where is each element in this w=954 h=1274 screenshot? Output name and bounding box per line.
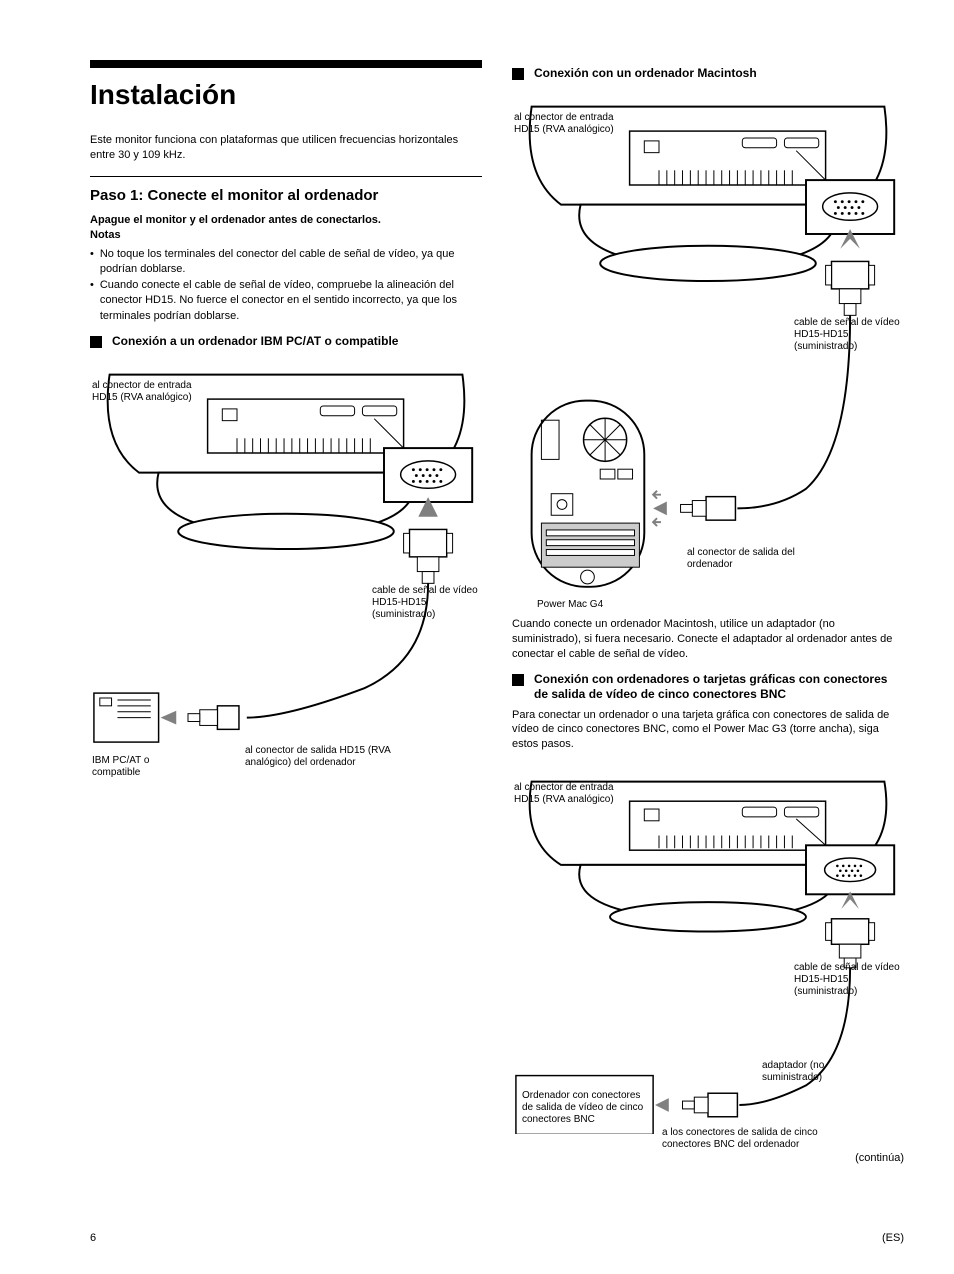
- bullet-icon: •: [90, 247, 94, 278]
- mac-tail-text: Cuando conecte un ordenador Macintosh, u…: [512, 617, 904, 662]
- section-head-mac: Conexión con un ordenador Macintosh: [512, 66, 904, 81]
- thin-rule: [90, 176, 482, 177]
- caption-pc: IBM PC/AT o compatible: [92, 755, 192, 779]
- caption-bot: a los conectores de salida de cinco cone…: [662, 1127, 822, 1151]
- section-head-bnc: Conexión con ordenadores o tarjetas gráf…: [512, 672, 904, 702]
- main-title: Instalación: [90, 80, 482, 111]
- page-number: 6: [90, 1232, 96, 1244]
- caption-right: cable de señal de vídeo HD15-HD15 (sumin…: [794, 317, 904, 353]
- continued-text: (continúa): [512, 1152, 904, 1164]
- figure-bnc: al conector de entrada HD15 (RVA analógi…: [512, 762, 904, 1142]
- caption-arrow: al conector de salida del ordenador: [687, 547, 827, 571]
- square-icon: [90, 336, 102, 348]
- caption-mac: Power Mac G4: [537, 599, 657, 611]
- figure-mac: al conector de entrada HD15 (RVA analógi…: [512, 87, 904, 607]
- step1-title: Paso 1: Conecte el monitor al ordenador: [90, 187, 482, 206]
- square-icon: [512, 68, 524, 80]
- note-text: Cuando conecte el cable de señal de víde…: [100, 278, 482, 324]
- notes-list: • No toque los terminales del conector d…: [90, 247, 482, 324]
- caption-box: Ordenador con conectores de salida de ví…: [522, 1090, 647, 1126]
- step1-warning: Apague el monitor y el ordenador antes d…: [90, 214, 482, 226]
- bnc-para: Para conectar un ordenador o una tarjeta…: [512, 708, 904, 753]
- locale-code: (ES): [882, 1232, 904, 1244]
- section-head-text: Conexión a un ordenador IBM PC/AT o comp…: [112, 334, 398, 349]
- section-head-text: Conexión con un ordenador Macintosh: [534, 66, 757, 81]
- notes-label: Notas: [90, 228, 482, 243]
- caption-top: al conector de entrada HD15 (RVA analógi…: [514, 112, 624, 136]
- list-item: • No toque los terminales del conector d…: [90, 247, 482, 278]
- caption-top: al conector de entrada HD15 (RVA analógi…: [92, 380, 202, 404]
- caption-mid: adaptador (no suministrado): [762, 1060, 872, 1084]
- figure-ibm: al conector de entrada HD15 (RVA analógi…: [90, 355, 482, 775]
- diagram-svg: [90, 355, 482, 767]
- intro-paragraph: Este monitor funciona con plataformas qu…: [90, 133, 482, 163]
- caption-right: cable de señal de vídeo HD15-HD15 (sumin…: [372, 585, 482, 621]
- section-head-text: Conexión con ordenadores o tarjetas gráf…: [534, 672, 904, 702]
- section-rule: [90, 60, 482, 68]
- caption-bot: al conector de salida HD15 (RVA analógic…: [245, 745, 405, 769]
- caption-right: cable de señal de vídeo HD15-HD15 (sumin…: [794, 962, 904, 998]
- square-icon: [512, 674, 524, 686]
- list-item: • Cuando conecte el cable de señal de ví…: [90, 278, 482, 324]
- section-head-ibm: Conexión a un ordenador IBM PC/AT o comp…: [90, 334, 482, 349]
- page-footer: 6 (ES): [90, 1232, 904, 1244]
- caption-top: al conector de entrada HD15 (RVA analógi…: [514, 782, 624, 806]
- note-text: No toque los terminales del conector del…: [100, 247, 482, 278]
- bullet-icon: •: [90, 278, 94, 324]
